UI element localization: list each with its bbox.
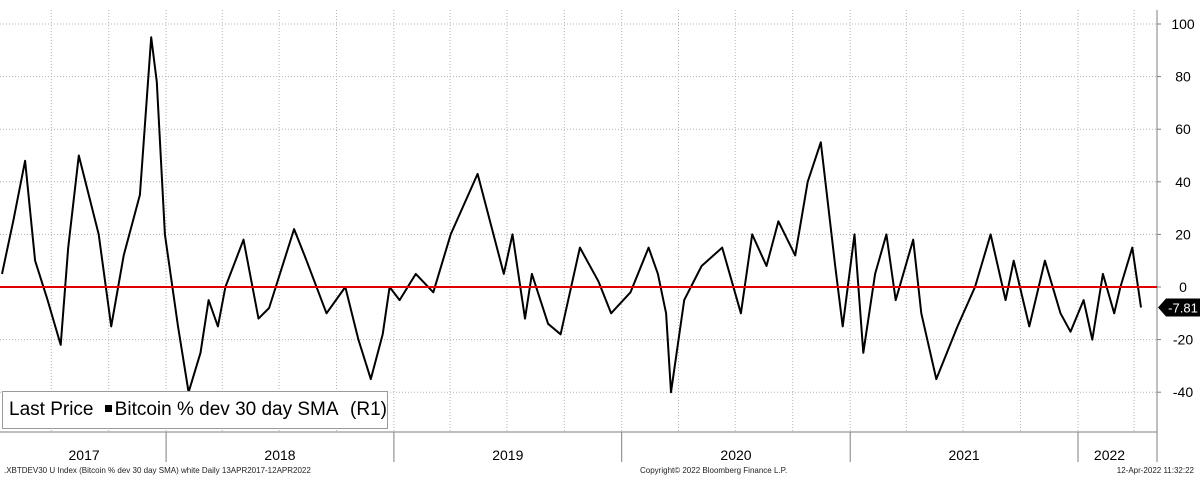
x-year-label: 2017 — [69, 447, 100, 463]
legend-axis-tag: (R1) — [350, 399, 387, 420]
last-value-tag: -7.81 — [1158, 298, 1200, 317]
x-axis: 2017 2018 2019 2020 2021 2022 — [0, 431, 1158, 463]
footer-source: .XBTDEV30 U Index (Bitcoin % dev 30 day … — [4, 466, 311, 475]
series-line-bitcoin-dev — [1, 36, 1142, 394]
y-axis-ticks: 100 80 60 40 20 0 -20 -40 — [1157, 16, 1195, 400]
x-year-label: 2020 — [720, 447, 751, 463]
y-tick-label: 60 — [1175, 121, 1191, 137]
x-year-label: 2021 — [949, 447, 980, 463]
last-value-tag-box — [1158, 298, 1200, 317]
y-tick-label: 40 — [1175, 174, 1191, 190]
legend-series-label: Bitcoin % dev 30 day SMA — [114, 399, 339, 420]
x-year-label: 2018 — [264, 447, 295, 463]
y-tick-label: -40 — [1173, 384, 1193, 400]
x-year-label: 2022 — [1094, 447, 1125, 463]
series-layer — [1, 36, 1142, 394]
footer-copyright: Copyright© 2022 Bloomberg Finance L.P. — [640, 466, 788, 475]
footer-timestamp: 12-Apr-2022 11:32:22 — [1116, 466, 1194, 475]
y-tick-label: 100 — [1171, 16, 1195, 32]
last-value-label: -7.81 — [1168, 301, 1198, 316]
y-tick-label: 0 — [1179, 279, 1187, 295]
y-tick-label: 80 — [1175, 69, 1191, 85]
legend: Last Price Bitcoin % dev 30 day SMA (R1) — [2, 391, 388, 429]
legend-marker-icon — [104, 404, 112, 412]
y-tick-label: -20 — [1173, 332, 1193, 348]
x-year-label: 2019 — [492, 447, 523, 463]
legend-field-label: Last Price — [9, 399, 94, 420]
y-tick-label: 20 — [1175, 226, 1191, 242]
